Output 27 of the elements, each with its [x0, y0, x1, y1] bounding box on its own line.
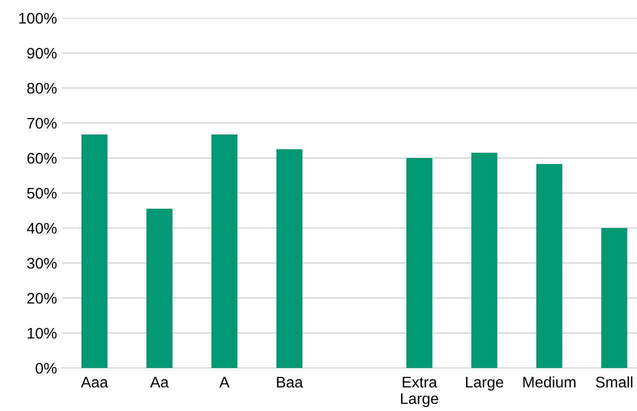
bar	[146, 208, 172, 368]
y-tick-label: 90%	[27, 48, 57, 59]
x-tick-label: Baa	[277, 376, 303, 388]
bar	[471, 152, 498, 368]
x-tick-label: Aa	[150, 376, 169, 388]
y-tick-label: 20%	[27, 292, 57, 304]
x-tick-label: Small	[596, 376, 632, 388]
y-tick-label: 80%	[27, 82, 57, 94]
y-tick-label: 50%	[27, 188, 57, 199]
x-tick-label: Extra Large	[401, 376, 438, 408]
y-tick-label: 10%	[28, 328, 57, 339]
bar	[211, 134, 238, 368]
y-tick-label: 0%	[36, 362, 57, 374]
x-tick-label: Large	[466, 376, 504, 391]
y-tick-label: 60%	[27, 152, 57, 164]
y-tick-label: 100%	[19, 12, 57, 24]
x-tick-label: Aaa	[80, 376, 108, 388]
x-tick-label: A	[219, 376, 230, 388]
bar	[601, 228, 628, 368]
y-tick-label: 70%	[27, 118, 57, 129]
bar	[536, 164, 562, 368]
bar	[276, 149, 302, 368]
bar	[406, 158, 432, 368]
y-tick-label: 40%	[26, 222, 57, 234]
x-tick-label: Medium	[523, 376, 576, 388]
bar	[81, 134, 108, 368]
y-tick-label: 30%	[27, 258, 57, 269]
